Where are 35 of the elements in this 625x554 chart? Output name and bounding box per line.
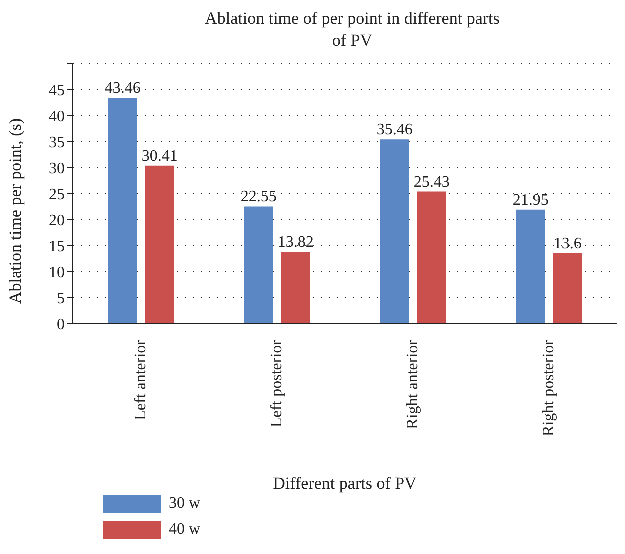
data-label: 30.41	[142, 148, 178, 165]
data-label: 21.95	[512, 192, 549, 209]
data-label: 43.46	[104, 80, 141, 98]
data-label: 13.82	[278, 234, 314, 252]
x-tick-label: Left anterior	[132, 339, 150, 420]
bar	[108, 98, 138, 324]
bar	[553, 253, 582, 324]
x-tick-label: Right posterior	[540, 339, 558, 436]
x-axis-title: Different parts of PV	[273, 474, 418, 493]
y-tick-label: 5	[57, 290, 65, 308]
bar	[380, 140, 410, 324]
y-tick-label: 20	[49, 212, 65, 230]
y-axis-title: Ablation time per point, (s)	[6, 118, 26, 304]
y-tick-label: 15	[49, 238, 65, 256]
bar	[281, 252, 310, 324]
data-label: 22.55	[240, 188, 277, 206]
data-label: 13.6	[554, 235, 582, 252]
legend-label: 40 w	[169, 521, 201, 539]
x-tick-label: Left posterior	[268, 339, 286, 428]
y-tick-label: 35	[49, 134, 65, 152]
bar	[417, 192, 446, 324]
chart-title: Ablation time of per point in different parts of PV	[204, 8, 501, 52]
legend-label: 30 w	[169, 495, 201, 513]
bar	[244, 206, 274, 324]
bar	[516, 210, 546, 324]
y-tick-label: 10	[49, 264, 65, 282]
y-tick-label: 0	[57, 316, 65, 334]
x-tick-label: Right anterior	[404, 339, 422, 430]
y-tick-label: 25	[49, 186, 65, 204]
y-tick-label: 45	[49, 82, 65, 100]
y-tick-label: 30	[49, 160, 65, 178]
data-label: 25.43	[414, 174, 450, 191]
data-label: 35.46	[376, 122, 413, 139]
y-tick-label: 40	[49, 108, 65, 126]
bar	[145, 166, 174, 324]
